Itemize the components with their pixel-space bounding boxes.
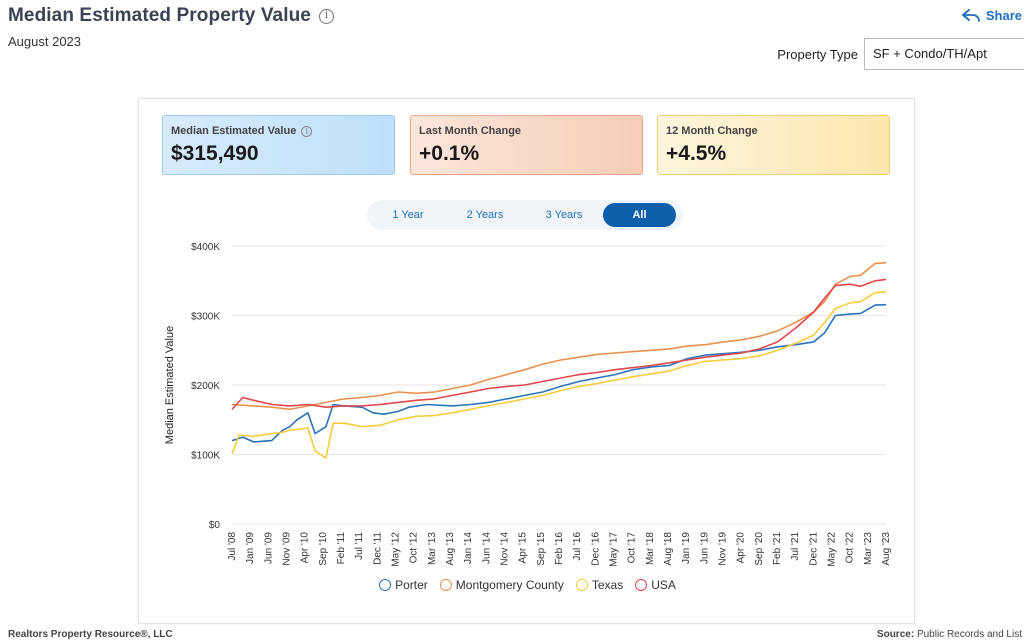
x-tick-label: Dec '16 bbox=[590, 532, 601, 566]
legend-marker bbox=[439, 579, 452, 591]
x-tick-label: Mar '18 bbox=[645, 532, 656, 565]
y-tick-label: $400K bbox=[191, 242, 220, 253]
x-tick-label: Mar '23 bbox=[863, 532, 874, 565]
x-tick-label: Jun '09 bbox=[263, 532, 274, 564]
y-tick-label: $0 bbox=[209, 520, 221, 531]
x-tick-label: Nov '09 bbox=[282, 532, 293, 566]
title-row: Median Estimated Property Value i bbox=[8, 5, 334, 27]
property-type-control: Property Type SF + Condo/TH/Apt bbox=[777, 38, 1024, 70]
x-tick-label: Jun '14 bbox=[481, 532, 492, 564]
chart-card: Median Estimated Value i $315,490 Last M… bbox=[138, 98, 915, 624]
series-line-usa bbox=[231, 278, 887, 410]
property-type-label: Property Type bbox=[777, 46, 858, 62]
x-tick-label: Aug '18 bbox=[663, 532, 674, 566]
y-axis-label: Median Estimated Value bbox=[164, 326, 176, 444]
x-tick-label: Jul '11 bbox=[354, 532, 365, 560]
x-tick-label: Oct '17 bbox=[627, 532, 638, 564]
x-tick-label: Jul '08 bbox=[227, 532, 238, 561]
median-value: $315,490 bbox=[171, 142, 259, 165]
share-label: Share bbox=[985, 8, 1022, 23]
x-tick-label: Feb '11 bbox=[336, 532, 347, 565]
range-2-years-button[interactable]: 2 Years bbox=[466, 209, 504, 221]
range-1-year-button[interactable]: 1 Year bbox=[392, 209, 424, 221]
last-month-change-label: Last Month Change bbox=[419, 125, 522, 137]
x-tick-label: Jan '19 bbox=[681, 532, 692, 564]
x-tick-label: Oct '22 bbox=[845, 532, 856, 564]
legend-label: Texas bbox=[591, 578, 624, 592]
y-tick-label: $100K bbox=[191, 451, 220, 462]
x-tick-label: Mar '13 bbox=[427, 532, 438, 565]
line-chart: $0 $100K $200K $300K $400K Median Estimated V… bbox=[164, 242, 892, 567]
legend-item-usa[interactable]: USA bbox=[635, 578, 676, 592]
x-tick-label: Sep '10 bbox=[318, 532, 329, 566]
twelve-month-change-card: 12 Month Change +4.5% bbox=[657, 115, 890, 175]
series-line-montgomery-county bbox=[231, 261, 887, 411]
legend-label: USA bbox=[651, 578, 676, 592]
twelve-month-change-value: +4.5% bbox=[666, 142, 727, 165]
page-subtitle: August 2023 bbox=[8, 34, 82, 49]
footer-source: Source: Public Records and List bbox=[877, 629, 1022, 640]
x-tick-label: Jun '19 bbox=[699, 532, 710, 564]
page-title: Median Estimated Property Value bbox=[8, 5, 311, 26]
x-tick-label: Aug '23 bbox=[881, 532, 892, 566]
legend-item-texas[interactable]: Texas bbox=[575, 578, 624, 592]
twelve-month-change-label: 12 Month Change bbox=[666, 125, 758, 137]
y-tick-label: $300K bbox=[191, 312, 220, 323]
x-tick-label: Feb '16 bbox=[554, 532, 565, 565]
footer-source-value: Public Records and List bbox=[916, 629, 1022, 640]
share-button[interactable]: Share bbox=[961, 8, 1022, 23]
last-month-change-value: +0.1% bbox=[419, 142, 480, 165]
x-tick-label: Nov '14 bbox=[500, 532, 511, 566]
x-tick-label: Apr '15 bbox=[518, 532, 529, 564]
x-tick-label: Aug '13 bbox=[445, 532, 456, 566]
time-range-selector: 1 Year 2 Years 3 Years All bbox=[367, 200, 683, 230]
x-tick-label: Jul '21 bbox=[790, 532, 801, 561]
series-line-texas bbox=[231, 291, 887, 459]
x-tick-label: Dec '21 bbox=[808, 532, 819, 566]
footer-source-label: Source: bbox=[876, 629, 915, 640]
median-value-label-row: Median Estimated Value i bbox=[171, 125, 386, 137]
share-icon bbox=[961, 8, 980, 22]
x-tick-label: Feb '21 bbox=[772, 532, 783, 565]
last-month-change-card: Last Month Change +0.1% bbox=[410, 115, 643, 175]
info-icon[interactable]: i bbox=[318, 8, 334, 24]
range-all-button[interactable]: All bbox=[603, 203, 676, 227]
median-value-card: Median Estimated Value i $315,490 bbox=[162, 115, 395, 175]
x-tick-label: Sep '15 bbox=[536, 532, 547, 566]
legend-label: Montgomery County bbox=[455, 578, 564, 592]
legend-marker bbox=[635, 579, 648, 591]
property-type-select[interactable]: SF + Condo/TH/Apt bbox=[864, 38, 1024, 70]
legend-marker bbox=[575, 579, 588, 591]
x-tick-label: Jan '14 bbox=[463, 532, 474, 564]
y-tick-label: $200K bbox=[191, 381, 220, 392]
x-tick-label: Jan '09 bbox=[245, 532, 256, 564]
x-tick-label: Nov '19 bbox=[718, 532, 729, 566]
x-tick-label: Oct '12 bbox=[409, 532, 420, 564]
legend-item-porter[interactable]: Porter bbox=[379, 578, 428, 592]
chart-legend: Porter Montgomery County Texas USA bbox=[139, 578, 916, 592]
range-3-years-button[interactable]: 3 Years bbox=[545, 209, 583, 221]
x-tick-label: Jul '16 bbox=[572, 532, 583, 561]
x-tick-label: May '17 bbox=[609, 532, 620, 567]
legend-label: Porter bbox=[395, 578, 428, 592]
median-info-icon[interactable]: i bbox=[301, 125, 313, 137]
legend-marker bbox=[379, 579, 392, 591]
legend-item-montgomery-county[interactable]: Montgomery County bbox=[439, 578, 564, 592]
x-tick-label: May '22 bbox=[827, 532, 838, 567]
x-tick-label: Apr '10 bbox=[300, 532, 311, 564]
median-value-label: Median Estimated Value bbox=[171, 125, 297, 137]
x-tick-label: Apr '20 bbox=[736, 532, 747, 564]
x-tick-label: Sep '20 bbox=[754, 532, 765, 566]
x-tick-label: Dec '11 bbox=[372, 532, 383, 565]
x-tick-label: May '12 bbox=[391, 532, 402, 567]
footer-attribution: Realtors Property Resource®, LLC bbox=[8, 629, 173, 640]
